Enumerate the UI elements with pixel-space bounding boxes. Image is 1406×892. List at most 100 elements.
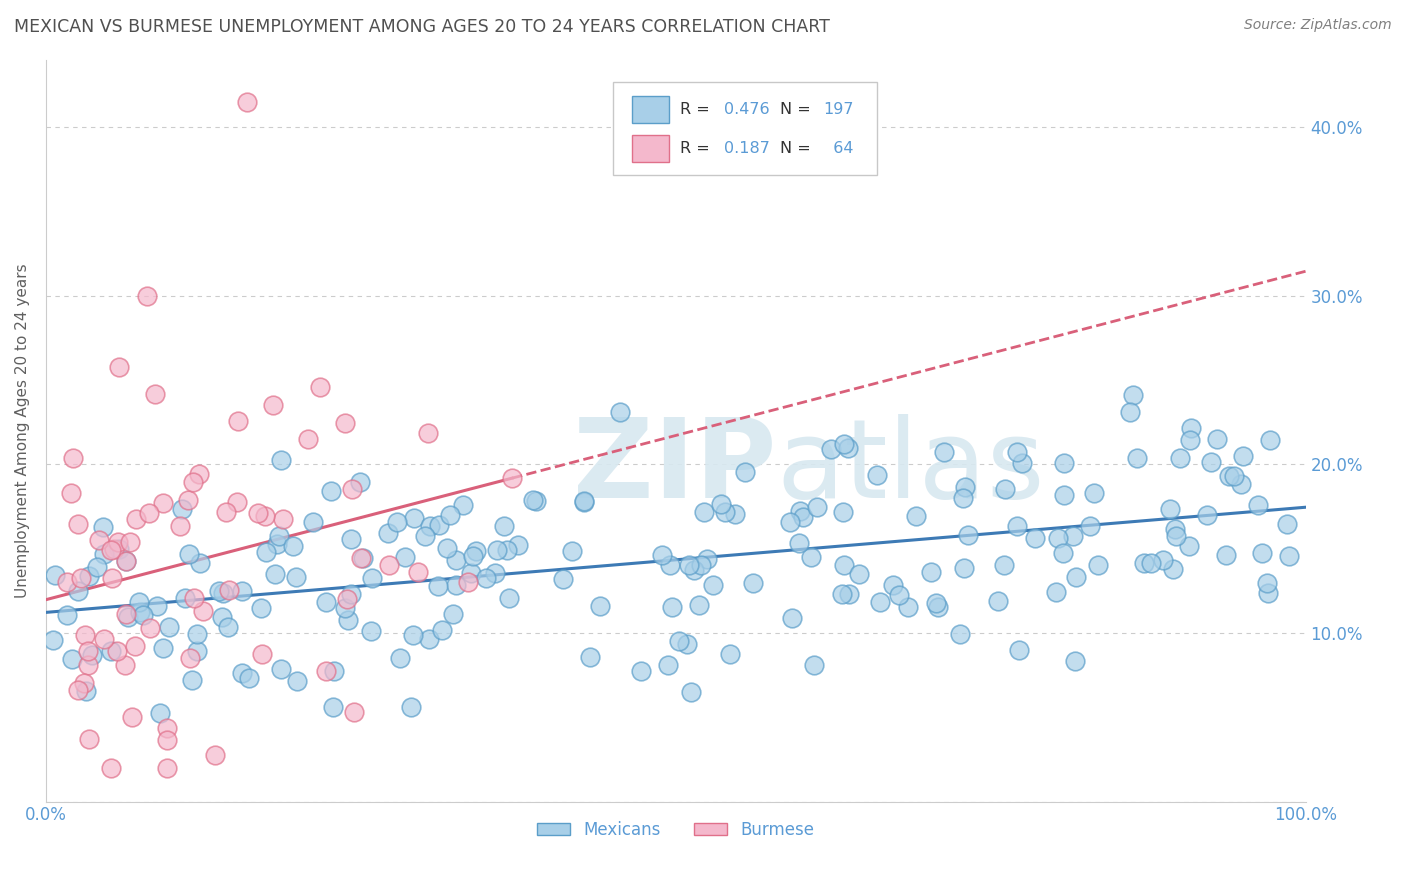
- Point: [501, 471, 523, 485]
- Point: [1168, 450, 1191, 465]
- Point: [506, 538, 529, 552]
- Point: [249, 601, 271, 615]
- Point: [905, 508, 928, 523]
- Point: [79, 568, 101, 582]
- Point: [787, 535, 810, 549]
- Point: [309, 380, 332, 394]
- Point: [486, 543, 509, 558]
- Point: [897, 600, 920, 615]
- Point: [100, 543, 122, 558]
- Point: [441, 607, 464, 621]
- Text: 64: 64: [823, 141, 853, 156]
- Point: [498, 591, 520, 605]
- Point: [1047, 531, 1070, 545]
- Point: [484, 566, 506, 580]
- Point: [987, 594, 1010, 608]
- Point: [336, 613, 359, 627]
- Point: [925, 596, 948, 610]
- Point: [1126, 450, 1149, 465]
- Point: [820, 442, 842, 457]
- Point: [125, 512, 148, 526]
- Point: [349, 475, 371, 490]
- Point: [93, 547, 115, 561]
- Point: [427, 517, 450, 532]
- Point: [254, 509, 277, 524]
- Point: [108, 541, 131, 556]
- Point: [496, 543, 519, 558]
- FancyBboxPatch shape: [613, 82, 877, 175]
- Point: [270, 453, 292, 467]
- Point: [267, 529, 290, 543]
- Point: [117, 610, 139, 624]
- Point: [121, 709, 143, 723]
- Point: [82, 648, 104, 662]
- Point: [882, 577, 904, 591]
- Point: [1052, 546, 1074, 560]
- Point: [413, 529, 436, 543]
- Point: [75, 684, 97, 698]
- Point: [173, 591, 195, 606]
- Point: [661, 600, 683, 615]
- Point: [103, 541, 125, 556]
- Point: [1251, 546, 1274, 560]
- Point: [1119, 404, 1142, 418]
- Point: [1064, 653, 1087, 667]
- Point: [56, 608, 79, 623]
- Point: [169, 519, 191, 533]
- Point: [114, 554, 136, 568]
- Point: [60, 651, 83, 665]
- Point: [630, 664, 652, 678]
- Point: [180, 673, 202, 688]
- Point: [93, 632, 115, 647]
- Point: [832, 437, 855, 451]
- Point: [800, 550, 823, 565]
- Point: [889, 587, 911, 601]
- Point: [1257, 586, 1279, 600]
- Point: [218, 582, 240, 597]
- Point: [866, 467, 889, 482]
- Point: [183, 591, 205, 605]
- Point: [208, 584, 231, 599]
- Point: [322, 700, 344, 714]
- Point: [723, 507, 745, 521]
- Point: [211, 610, 233, 624]
- Point: [343, 705, 366, 719]
- Point: [418, 632, 440, 646]
- Point: [718, 648, 741, 662]
- Text: atlas: atlas: [776, 414, 1045, 521]
- Point: [779, 515, 801, 529]
- Point: [204, 747, 226, 762]
- Point: [952, 491, 974, 505]
- Point: [780, 611, 803, 625]
- Text: 0.476: 0.476: [724, 102, 769, 117]
- Point: [426, 579, 449, 593]
- Point: [377, 525, 399, 540]
- Point: [1258, 434, 1281, 448]
- Point: [444, 553, 467, 567]
- Point: [678, 558, 700, 572]
- Point: [264, 567, 287, 582]
- Point: [132, 608, 155, 623]
- Point: [297, 432, 319, 446]
- Point: [668, 634, 690, 648]
- Point: [492, 519, 515, 533]
- Point: [1008, 643, 1031, 657]
- Point: [419, 519, 441, 533]
- Point: [1277, 516, 1299, 531]
- Point: [1163, 522, 1185, 536]
- Point: [993, 558, 1015, 573]
- Point: [86, 559, 108, 574]
- Point: [402, 510, 425, 524]
- Point: [710, 496, 733, 510]
- Text: Source: ZipAtlas.com: Source: ZipAtlas.com: [1244, 18, 1392, 32]
- Point: [226, 495, 249, 509]
- Point: [702, 578, 724, 592]
- Point: [181, 475, 204, 489]
- Point: [388, 651, 411, 665]
- Point: [1087, 558, 1109, 572]
- Point: [803, 658, 825, 673]
- Point: [956, 528, 979, 542]
- Point: [128, 605, 150, 619]
- Point: [266, 536, 288, 550]
- Point: [792, 510, 814, 524]
